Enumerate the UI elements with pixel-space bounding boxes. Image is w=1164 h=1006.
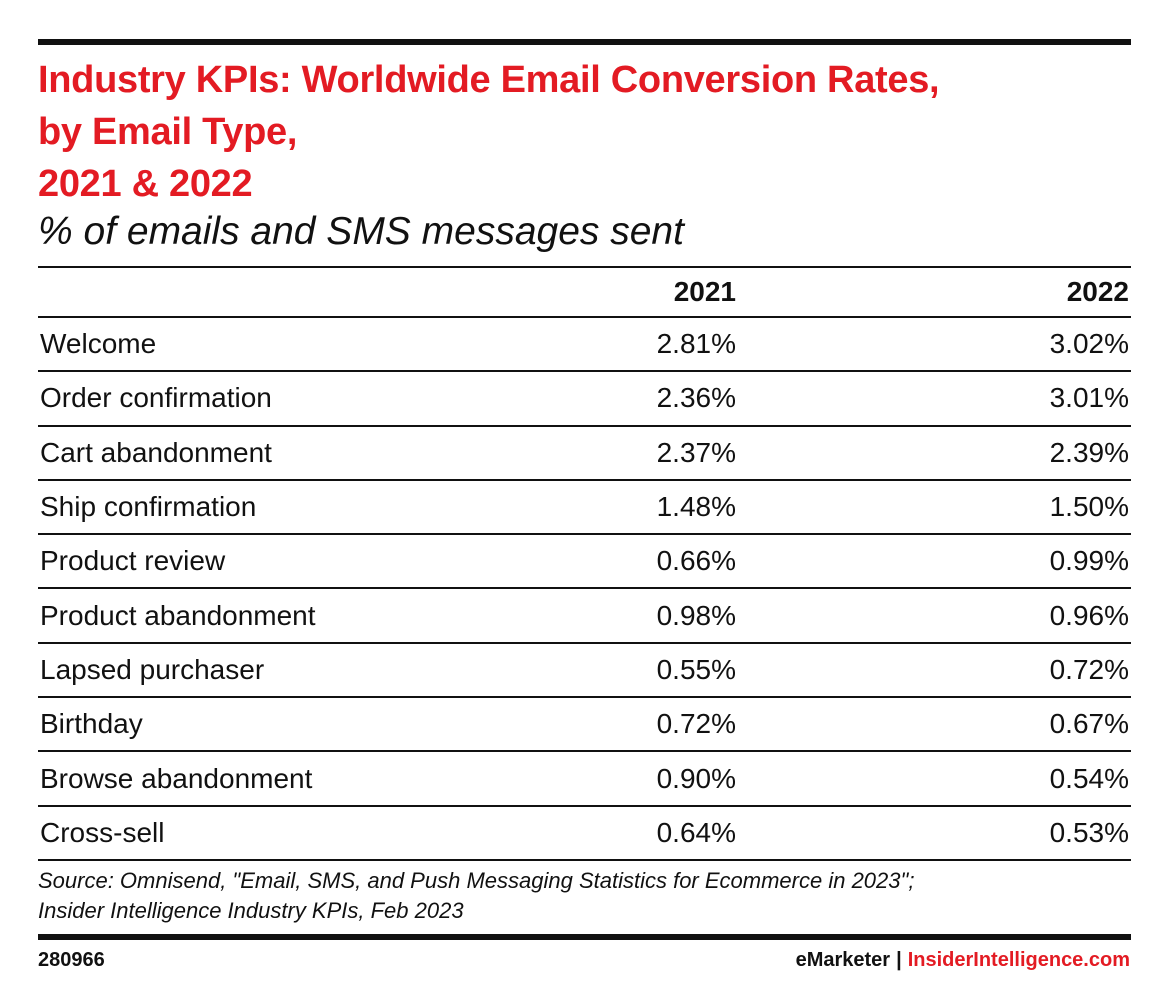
value-2022: 2.39%: [1049, 436, 1129, 468]
row-label: Lapsed purchaser: [40, 653, 265, 685]
chart-id: 280966: [38, 949, 105, 971]
header-2022: 2022: [1066, 275, 1129, 307]
table-header-row: 2021 2022: [38, 267, 1131, 318]
table-row: Product review 0.66% 0.99%: [38, 535, 1131, 590]
source-note: Source: Omnisend, "Email, SMS, and Push …: [38, 866, 1133, 926]
title-line-1: Industry KPIs: Worldwide Email Conversio…: [38, 59, 940, 101]
table-row: Cross-sell 0.64% 0.53%: [38, 807, 1131, 861]
value-2021: 0.72%: [656, 708, 736, 740]
value-2022: 3.02%: [1049, 328, 1129, 360]
row-label: Cross-sell: [40, 816, 165, 848]
table-row: Order confirmation 2.36% 3.01%: [38, 372, 1131, 427]
data-table: 2021 2022 Welcome 2.81% 3.02% Order confirm…: [38, 267, 1131, 861]
value-2021: 0.66%: [656, 545, 736, 577]
row-label: Welcome: [40, 328, 157, 360]
value-2021: 1.48%: [656, 491, 736, 523]
top-rule: [38, 39, 1131, 45]
table-row: Birthday 0.72% 0.67%: [38, 698, 1131, 753]
row-label: Ship confirmation: [40, 491, 257, 523]
table-row: Product abandonment 0.98% 0.96%: [38, 589, 1131, 644]
table-row: Cart abandonment 2.37% 2.39%: [38, 427, 1131, 481]
value-2021: 0.90%: [656, 762, 736, 794]
header-top-rule: [38, 266, 1131, 268]
value-2022: 1.50%: [1049, 491, 1129, 523]
source-line-1: Source: Omnisend, "Email, SMS, and Push …: [38, 868, 915, 893]
value-2022: 0.72%: [1049, 653, 1129, 685]
row-label: Browse abandonment: [40, 762, 313, 794]
value-2021: 0.98%: [656, 599, 736, 631]
table-body: Welcome 2.81% 3.02% Order confirmation 2.36%…: [38, 318, 1131, 861]
value-2021: 0.55%: [656, 653, 736, 685]
brand-footer: eMarketer | InsiderIntelligence.com: [796, 946, 1130, 974]
row-label: Cart abandonment: [40, 436, 272, 468]
brand-separator: |: [896, 949, 902, 971]
chart-subtitle: % of emails and SMS messages sent: [38, 210, 684, 253]
table-row: Lapsed purchaser 0.55% 0.72%: [38, 644, 1131, 699]
title-line-2: by Email Type,: [38, 111, 298, 153]
value-2022: 0.99%: [1049, 545, 1129, 577]
value-2022: 0.96%: [1049, 599, 1129, 631]
row-label: Product review: [40, 545, 226, 577]
row-label: Birthday: [40, 708, 143, 740]
bottom-rule: [38, 934, 1131, 940]
table-row: Ship confirmation 1.48% 1.50%: [38, 481, 1131, 536]
value-2022: 0.67%: [1049, 708, 1129, 740]
brand-emarketer: eMarketer: [795, 949, 891, 971]
value-2022: 0.53%: [1049, 816, 1129, 848]
source-line-2: Insider Intelligence Industry KPIs, Feb …: [38, 898, 464, 923]
header-2021: 2021: [673, 275, 736, 307]
value-2022: 3.01%: [1049, 382, 1129, 414]
value-2022: 0.54%: [1049, 762, 1129, 794]
value-2021: 0.64%: [656, 816, 736, 848]
table-row: Browse abandonment 0.90% 0.54%: [38, 752, 1131, 807]
value-2021: 2.81%: [656, 328, 736, 360]
row-label: Product abandonment: [40, 599, 316, 631]
title-line-3: 2021 & 2022: [38, 163, 253, 205]
value-2021: 2.36%: [656, 382, 736, 414]
brand-insider-intelligence: InsiderIntelligence.com: [907, 949, 1130, 971]
value-2021: 2.37%: [656, 436, 736, 468]
table-row: Welcome 2.81% 3.02%: [38, 318, 1131, 373]
chart-title: Industry KPIs: Worldwide Email Conversio…: [38, 54, 1133, 210]
row-label: Order confirmation: [40, 382, 272, 414]
